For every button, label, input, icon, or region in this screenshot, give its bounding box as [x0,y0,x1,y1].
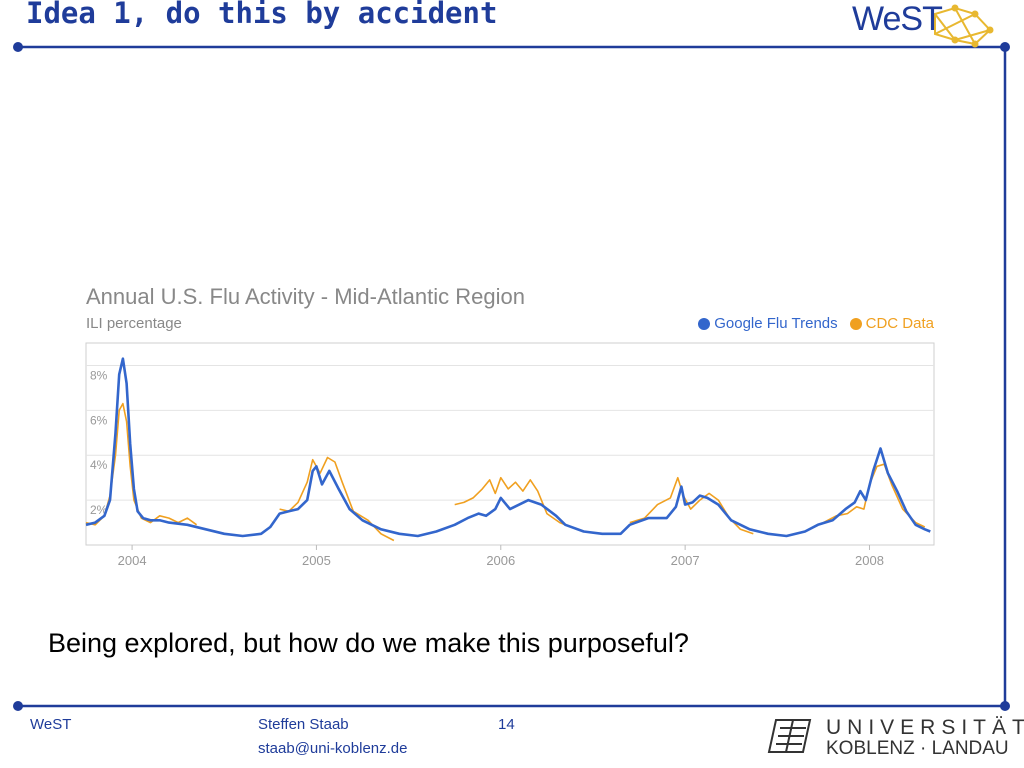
footer-email[interactable]: staab@uni-koblenz.de [258,740,408,757]
series-line-google [85,357,931,538]
x-tick-label: 2005 [302,553,331,568]
west-logo: WeST [852,0,943,38]
legend-dot-icon [698,317,711,330]
university-logo-mark [767,719,812,753]
chart-y-label: ILI percentage [86,315,182,332]
university-location: KOBLENZ · LANDAU [826,738,1009,759]
y-tick-label: 4% [90,458,108,472]
legend-label-google: Google Flu Trends [714,315,838,332]
y-tick-label: 8% [90,368,108,382]
slide-title: Idea 1, do this by accident [26,0,498,30]
chart-legend: Google Flu Trends CDC Data [698,315,934,332]
chart-title: Annual U.S. Flu Activity - Mid-Atlantic … [86,284,525,309]
plot-area [85,342,935,546]
legend-item-google: Google Flu Trends [698,315,838,332]
y-tick-label: 2% [90,503,108,517]
university-name: UNIVERSITÄT [826,716,1024,739]
frame-dot-top-right [1000,42,1010,52]
frame-dot-bottom-right [1000,701,1010,711]
x-tick-label: 2008 [855,553,884,568]
frame-dot-bottom-left [13,701,23,711]
footer-west: WeST [30,716,72,733]
footer-author: Steffen Staab [258,716,349,733]
x-tick-label: 2007 [671,553,700,568]
slide-caption: Being explored, but how do we make this … [48,628,689,658]
x-tick-label: 2006 [486,553,515,568]
series-line-cdc [85,402,926,542]
legend-item-cdc: CDC Data [849,315,934,332]
frame-dot-top-left [13,42,23,52]
legend-dot-icon [849,317,862,330]
y-tick-label: 6% [90,413,108,427]
x-tick-label: 2004 [118,553,147,568]
west-network-graphic [934,4,994,48]
legend-label-cdc: CDC Data [865,315,934,332]
footer-page-number: 14 [498,716,515,733]
